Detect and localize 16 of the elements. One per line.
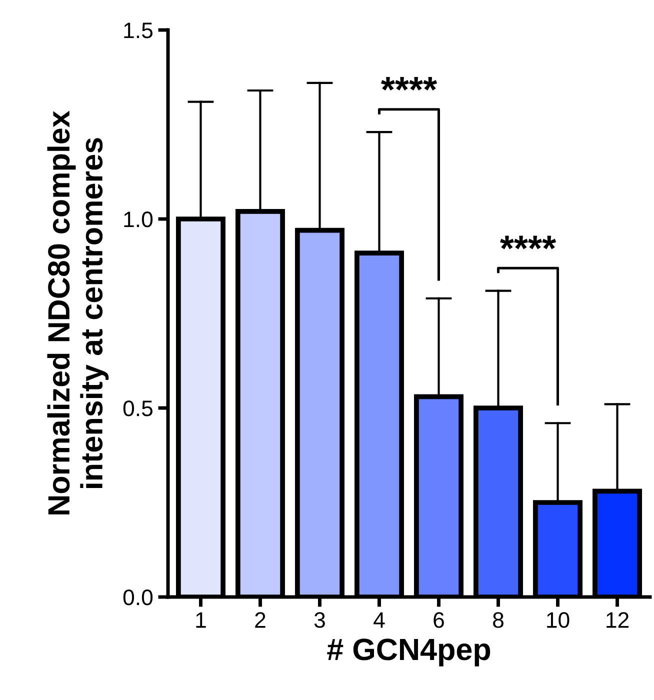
y-tick-label: 1.5 [124, 22, 152, 38]
x-tick-label: 2 [255, 612, 266, 628]
y-tick-label: 0.0 [123, 590, 153, 606]
y-tick-label: 0.5 [123, 400, 152, 416]
x-tick-label: 12 [606, 612, 629, 628]
x-axis-title: # GCN4pep [327, 638, 490, 666]
annotation: **** [380, 77, 438, 90]
x-tick-label: 10 [547, 612, 570, 628]
y-tick-label: 1.0 [124, 212, 153, 228]
y-axis-title: Normalized NDC80 complex intensity at centromeres [47, 110, 109, 514]
annotation: **** [500, 236, 556, 250]
x-tick-label: 6 [434, 612, 444, 628]
x-tick-label: 3 [314, 612, 325, 628]
x-tick-label: 4 [374, 612, 385, 628]
x-tick-label: 8 [493, 612, 504, 628]
x-tick-label: 1 [196, 612, 206, 628]
